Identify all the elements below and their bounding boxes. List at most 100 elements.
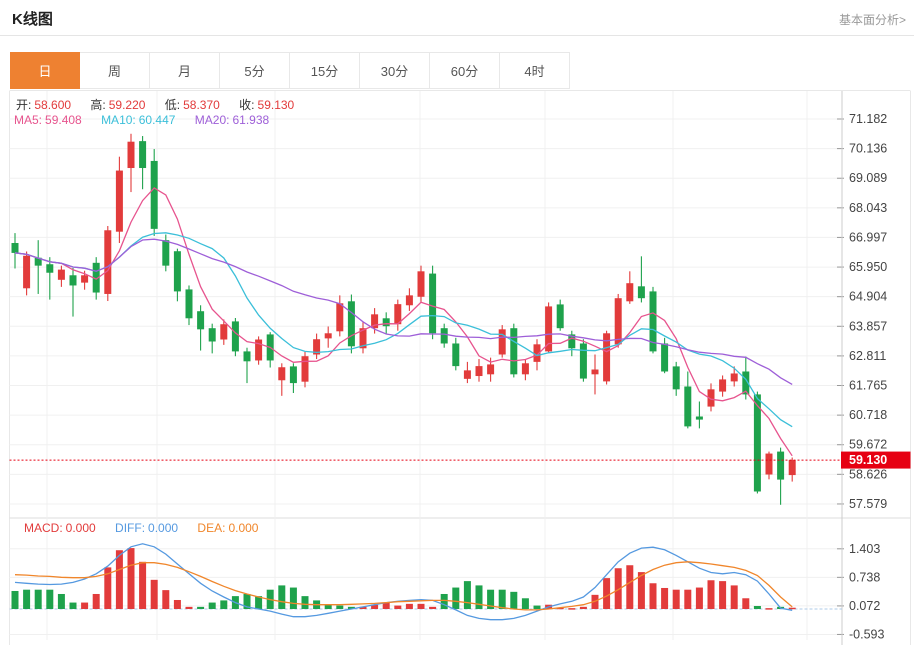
candle[interactable] [429, 265, 437, 340]
candle[interactable] [347, 294, 355, 354]
macd-bar [243, 593, 251, 609]
macd-bar [684, 589, 692, 609]
close-label: 收: [239, 98, 255, 112]
candle[interactable] [115, 156, 123, 244]
candle[interactable] [185, 285, 193, 326]
y-axis-label: 71.182 [849, 112, 887, 126]
candle[interactable] [661, 337, 669, 374]
candle[interactable] [57, 265, 65, 287]
macd-bar [57, 593, 65, 609]
candle[interactable] [707, 383, 715, 412]
high-label: 高: [90, 98, 106, 112]
candle[interactable] [336, 295, 344, 337]
candle[interactable] [127, 133, 135, 193]
ohlc-info-row: 开: 58.600 高: 59.220 低: 58.370 收: 59.130 [16, 96, 297, 113]
macd-bar [382, 602, 390, 609]
tab-月[interactable]: 月 [150, 52, 220, 89]
ma5-line [14, 187, 793, 457]
y-axis-label: 60.718 [849, 408, 887, 422]
macd-bar [661, 587, 669, 609]
low-value: 58.370 [183, 98, 220, 112]
candle[interactable] [278, 363, 286, 396]
candle[interactable] [568, 330, 576, 357]
candle[interactable] [231, 318, 239, 357]
candle[interactable] [788, 457, 796, 482]
y-axis-label: 69.089 [849, 171, 887, 185]
tab-日[interactable]: 日 [10, 52, 80, 89]
macd-bar [452, 587, 460, 609]
tab-30分[interactable]: 30分 [360, 52, 430, 89]
candle[interactable] [719, 375, 727, 397]
candle[interactable] [603, 330, 611, 385]
candle[interactable] [197, 305, 205, 351]
y-axis-label: 63.857 [849, 319, 887, 333]
candle[interactable] [777, 447, 785, 505]
ma10-value: 60.447 [138, 113, 176, 127]
candle[interactable] [324, 326, 332, 348]
candle[interactable] [765, 451, 773, 480]
macd-bar [475, 585, 483, 609]
tab-4时[interactable]: 4时 [500, 52, 570, 89]
candle[interactable] [730, 366, 738, 387]
candle[interactable] [243, 347, 251, 384]
macd-bar [23, 589, 31, 609]
candle[interactable] [220, 319, 228, 345]
candle[interactable] [742, 356, 750, 400]
candle[interactable] [452, 337, 460, 371]
candle[interactable] [34, 240, 42, 294]
macd-bar [487, 589, 495, 609]
current-price-value: 59.130 [849, 453, 887, 467]
candle[interactable] [359, 322, 367, 354]
macd-bar [115, 550, 123, 609]
candle[interactable] [579, 339, 587, 382]
candle[interactable] [521, 359, 529, 381]
candle[interactable] [289, 363, 297, 394]
period-tabbar: 日周月 5分 15分 30分 60分 4时 [10, 52, 570, 89]
dea-value: 0.000 [228, 521, 259, 535]
candle[interactable] [11, 233, 19, 269]
candle[interactable] [162, 234, 170, 272]
candle[interactable] [417, 265, 425, 303]
fundamental-analysis-link[interactable]: 基本面分析> [838, 13, 906, 27]
macd-bar [568, 608, 576, 610]
macd-bar [162, 590, 170, 609]
tab-15分[interactable]: 15分 [290, 52, 360, 89]
candle[interactable] [463, 361, 471, 384]
candle[interactable] [591, 354, 599, 395]
tab-60分[interactable]: 60分 [430, 52, 500, 89]
candle[interactable] [498, 325, 506, 358]
macd-bar [788, 607, 796, 610]
candle[interactable] [139, 136, 147, 190]
candle[interactable] [672, 361, 680, 396]
candle[interactable] [255, 336, 263, 365]
vertical-gridlines [46, 91, 808, 640]
candle[interactable] [556, 299, 564, 331]
candle[interactable] [301, 351, 309, 388]
candle[interactable] [405, 288, 413, 311]
candle[interactable] [46, 257, 54, 300]
candle[interactable] [382, 312, 390, 334]
macd-axis-label: 1.403 [849, 542, 880, 556]
candle[interactable] [695, 401, 703, 429]
candle[interactable] [637, 256, 645, 303]
tab-5分[interactable]: 5分 [220, 52, 290, 89]
macd-bar [626, 565, 634, 609]
tab-周[interactable]: 周 [80, 52, 150, 89]
candle[interactable] [313, 333, 321, 360]
candle[interactable] [150, 149, 158, 236]
candle[interactable] [545, 302, 553, 354]
candle[interactable] [510, 323, 518, 378]
candle[interactable] [394, 299, 402, 331]
candle[interactable] [475, 359, 483, 382]
candle[interactable] [23, 251, 31, 296]
candle[interactable] [69, 267, 77, 317]
candle[interactable] [173, 248, 181, 302]
candle[interactable] [440, 323, 448, 348]
candle[interactable] [753, 391, 761, 494]
candle[interactable] [208, 323, 216, 354]
candle[interactable] [626, 271, 634, 304]
candle[interactable] [104, 226, 112, 302]
candle[interactable] [684, 371, 692, 429]
